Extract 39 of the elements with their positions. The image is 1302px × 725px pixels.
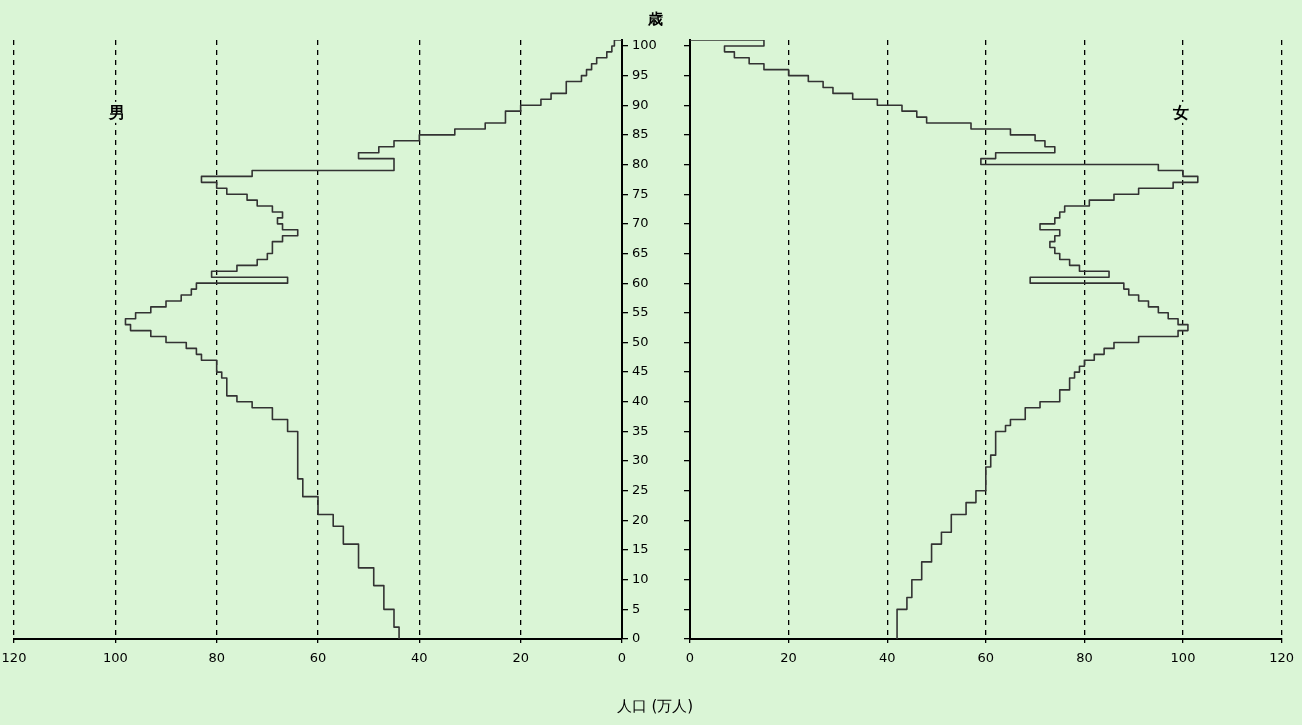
y-tick-label: 0 (632, 630, 641, 646)
x-axis-title: 人口 (万人) (615, 697, 695, 716)
text: 男 (108, 102, 126, 122)
y-tick-label: 35 (632, 422, 649, 438)
y-tick-label: 40 (632, 393, 649, 409)
y-tick-label: 55 (632, 304, 649, 320)
x-tick-label: 0 (685, 650, 695, 666)
y-tick-label: 65 (632, 244, 649, 260)
y-tick-label: 20 (632, 511, 649, 527)
y-tick-label: 70 (632, 215, 649, 231)
y-axis-title: 歳 (646, 10, 664, 29)
x-tick-label: 120 (1269, 650, 1295, 666)
y-tick-label: 45 (632, 363, 649, 379)
x-tick-label: 20 (512, 650, 529, 666)
y-tick-label: 5 (632, 600, 641, 616)
y-tick-label: 50 (632, 333, 649, 349)
y-tick-label: 100 (632, 37, 657, 53)
x-tick-label: 60 (977, 650, 995, 666)
y-tick-label: 60 (632, 274, 649, 290)
y-tick-label: 80 (632, 155, 649, 171)
y-tick-label: 10 (632, 571, 649, 587)
y-tick-label: 75 (632, 185, 649, 201)
x-tick-label: 20 (780, 650, 797, 666)
y-tick-label: 95 (632, 66, 649, 82)
y-tick-label: 25 (632, 482, 649, 498)
y-tick-label: 15 (632, 541, 649, 557)
x-tick-label: 80 (1076, 650, 1093, 666)
x-tick-label: 40 (411, 650, 428, 666)
y-tick-label: 30 (632, 452, 649, 468)
text: 女 (1172, 102, 1190, 122)
x-tick-label: 0 (617, 650, 627, 666)
x-tick-label: 100 (1170, 650, 1196, 666)
y-tick-label: 90 (632, 96, 649, 112)
x-tick-label: 120 (1, 650, 27, 666)
x-tick-label: 40 (878, 650, 896, 666)
x-tick-label: 100 (102, 650, 128, 666)
x-tick-label: 80 (208, 650, 225, 666)
x-tick-label: 60 (309, 650, 327, 666)
y-tick-label: 85 (632, 126, 649, 142)
